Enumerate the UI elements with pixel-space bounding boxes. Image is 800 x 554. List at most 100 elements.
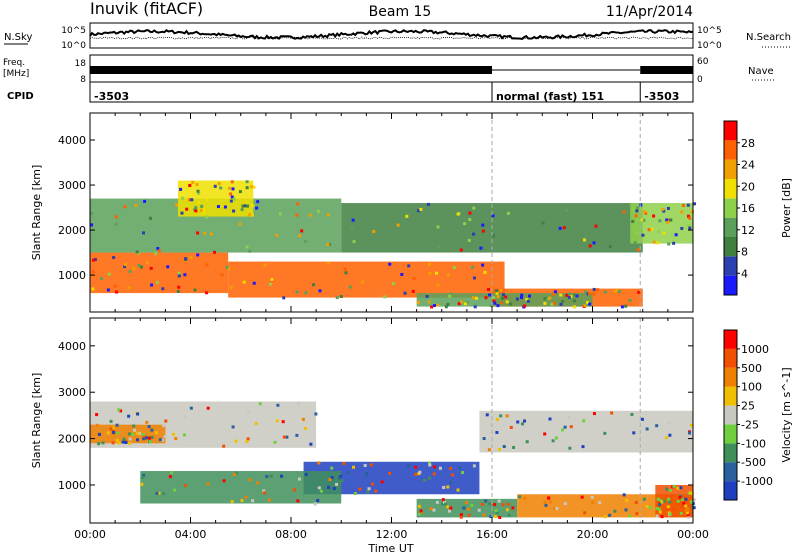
echo-point bbox=[500, 296, 504, 300]
station-title: Inuvik (fitACF) bbox=[90, 0, 203, 18]
echo-point bbox=[502, 445, 506, 449]
echo-point bbox=[216, 205, 220, 209]
echo-point bbox=[681, 203, 685, 207]
echo-point bbox=[296, 499, 300, 503]
echo-point bbox=[467, 513, 471, 517]
echo-point bbox=[278, 212, 282, 216]
colorbar-swatch bbox=[724, 443, 737, 463]
echo-point bbox=[456, 212, 460, 216]
echo-point bbox=[596, 288, 600, 292]
echo-point bbox=[489, 304, 493, 308]
echo-point bbox=[506, 502, 510, 506]
echo-point bbox=[220, 273, 224, 277]
echo-point bbox=[583, 304, 587, 308]
echo-point bbox=[91, 258, 95, 262]
x-tick-label: 00:00 bbox=[677, 528, 709, 541]
echo-point bbox=[114, 215, 118, 219]
echo-point bbox=[672, 484, 676, 488]
echo-point bbox=[681, 504, 685, 508]
echo-point bbox=[428, 463, 432, 467]
echo-point bbox=[127, 432, 131, 436]
echo-point bbox=[142, 434, 146, 438]
echo-point bbox=[550, 302, 554, 306]
echo-point bbox=[446, 273, 450, 277]
echo-point bbox=[189, 406, 193, 410]
echo-point bbox=[452, 265, 456, 269]
colorbar-swatch bbox=[724, 159, 737, 179]
echo-point bbox=[227, 267, 231, 271]
echo-point bbox=[340, 479, 344, 483]
echo-point bbox=[613, 509, 617, 513]
echo-point bbox=[622, 210, 626, 214]
echo-point bbox=[655, 507, 659, 511]
echo-point bbox=[282, 435, 286, 439]
echo-point bbox=[690, 492, 694, 496]
x-tick-label: 08:00 bbox=[275, 528, 307, 541]
echo-point bbox=[148, 436, 152, 440]
y-tick-label: 1000 bbox=[58, 479, 86, 492]
colorbar-tick-label: 16 bbox=[741, 202, 755, 215]
echo-point bbox=[419, 509, 423, 513]
colorbar-tick-label: 100 bbox=[741, 381, 762, 394]
echo-point bbox=[610, 411, 614, 415]
echo-point bbox=[150, 428, 154, 432]
echo-point bbox=[90, 211, 94, 215]
echo-point bbox=[544, 503, 548, 507]
echo-point bbox=[523, 419, 527, 423]
echo-point bbox=[246, 204, 250, 208]
echo-point bbox=[380, 480, 384, 484]
echo-point bbox=[136, 431, 140, 435]
noise-sky-line bbox=[89, 29, 694, 40]
echo-point bbox=[573, 293, 577, 297]
echo-point bbox=[93, 258, 97, 262]
echo-point bbox=[505, 414, 509, 418]
echo-point bbox=[688, 491, 692, 495]
echo-point bbox=[188, 183, 192, 187]
echo-point bbox=[658, 510, 662, 514]
echo-point bbox=[667, 497, 671, 501]
data-region bbox=[140, 471, 342, 504]
echo-point bbox=[203, 231, 207, 235]
echo-point bbox=[230, 195, 234, 199]
echo-point bbox=[603, 290, 607, 294]
echo-point bbox=[301, 417, 305, 421]
echo-point bbox=[608, 513, 612, 517]
echo-point bbox=[117, 441, 121, 445]
echo-point bbox=[213, 250, 217, 254]
echo-point bbox=[559, 293, 563, 297]
echo-point bbox=[442, 485, 446, 489]
noise-tick-top-left: 10^5 bbox=[61, 26, 86, 36]
echo-point bbox=[240, 499, 244, 503]
echo-point bbox=[281, 420, 285, 424]
echo-point bbox=[631, 207, 635, 211]
echo-point bbox=[177, 271, 181, 275]
echo-point bbox=[615, 288, 619, 292]
echo-point bbox=[143, 199, 147, 203]
y-tick-label: 4000 bbox=[58, 134, 86, 147]
echo-point bbox=[434, 271, 438, 275]
echo-point bbox=[109, 419, 113, 423]
echo-point bbox=[481, 229, 485, 233]
echo-point bbox=[364, 471, 368, 475]
echo-point bbox=[141, 432, 145, 436]
x-tick-label: 04:00 bbox=[175, 528, 207, 541]
echo-point bbox=[206, 482, 210, 486]
echo-point bbox=[142, 473, 146, 477]
nsearch-label: N.Search bbox=[746, 32, 791, 43]
echo-point bbox=[240, 208, 244, 212]
echo-point bbox=[116, 431, 120, 435]
echo-point bbox=[199, 208, 203, 212]
echo-point bbox=[206, 406, 210, 410]
echo-point bbox=[472, 464, 476, 468]
echo-point bbox=[112, 432, 116, 436]
echo-point bbox=[482, 437, 486, 441]
echo-point bbox=[138, 431, 142, 435]
echo-point bbox=[304, 291, 308, 295]
echo-point bbox=[229, 285, 233, 289]
echo-point bbox=[91, 270, 95, 274]
colorbar-swatch bbox=[724, 348, 737, 368]
echo-point bbox=[416, 300, 420, 304]
echo-point bbox=[111, 441, 115, 445]
echo-point bbox=[164, 419, 168, 423]
echo-point bbox=[650, 227, 654, 231]
